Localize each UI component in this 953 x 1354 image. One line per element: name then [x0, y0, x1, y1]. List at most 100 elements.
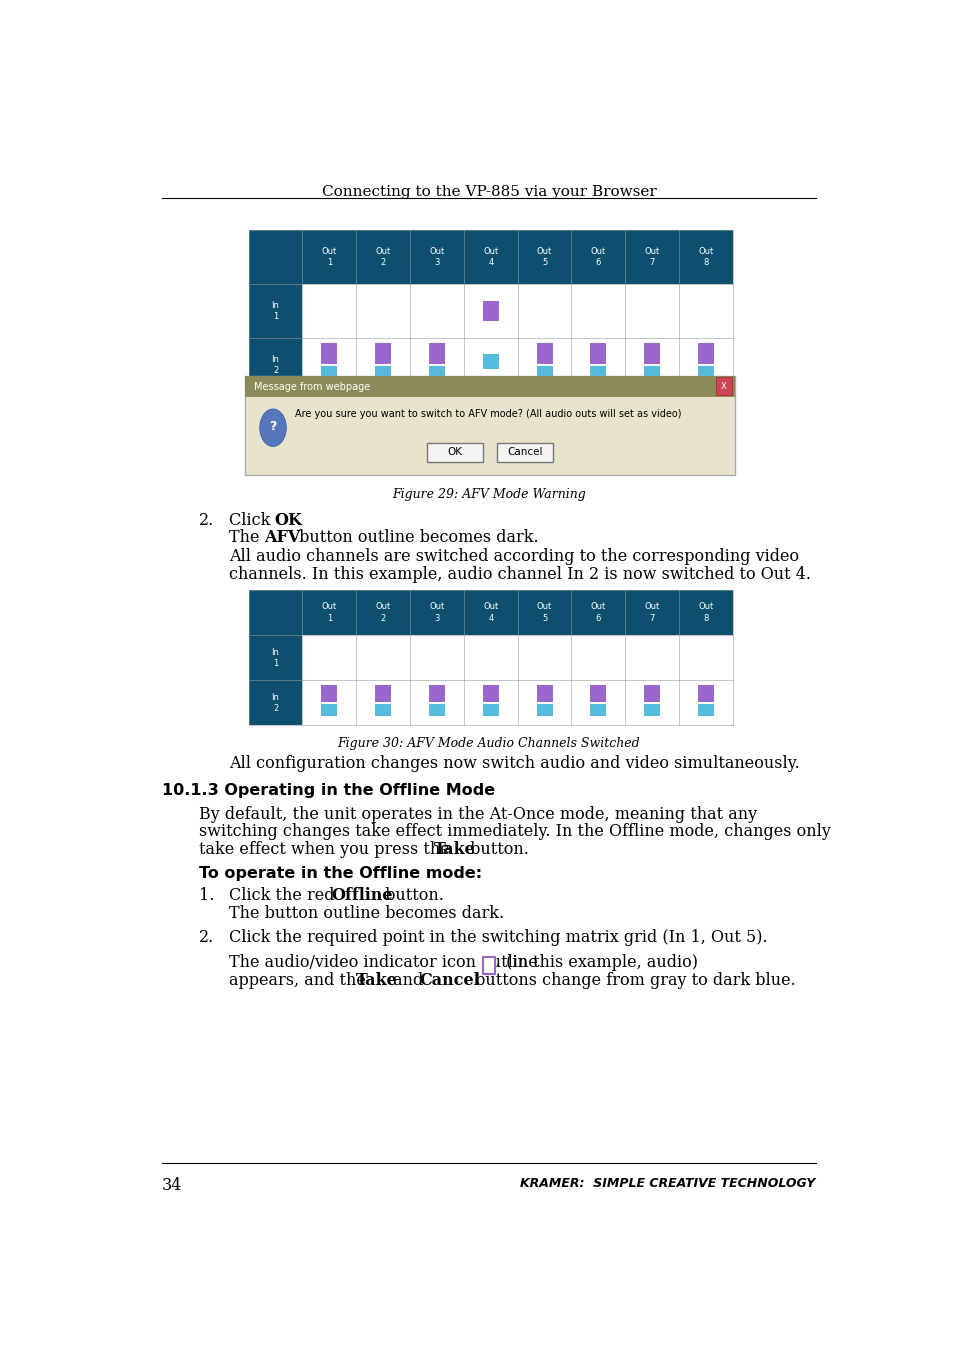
Text: Out
4: Out 4	[482, 248, 497, 267]
Bar	[427, 443, 482, 462]
Text: button.: button.	[464, 841, 528, 858]
Text: .: .	[296, 512, 301, 529]
Text: Figure 29: AFV Mode Warning: Figure 29: AFV Mode Warning	[392, 487, 585, 501]
Bar	[302, 284, 732, 391]
Text: By default, the unit operates in the At-Once mode, meaning that any: By default, the unit operates in the At-…	[199, 806, 757, 823]
Bar	[698, 366, 714, 380]
Text: The audio/video indicator icon outline: The audio/video indicator icon outline	[229, 953, 537, 971]
Text: Click: Click	[229, 512, 274, 529]
Text: In
1: In 1	[272, 647, 279, 668]
Bar	[321, 344, 337, 364]
Bar	[536, 366, 552, 380]
Bar	[249, 635, 302, 726]
Bar	[536, 685, 552, 701]
Text: Take: Take	[355, 972, 397, 988]
Text: OK: OK	[447, 447, 462, 458]
Text: In
1: In 1	[272, 301, 279, 321]
Text: buttons change from gray to dark blue.: buttons change from gray to dark blue.	[469, 972, 795, 988]
Text: Connecting to the VP-885 via your Browser: Connecting to the VP-885 via your Browse…	[321, 185, 656, 199]
Text: AFV: AFV	[264, 529, 300, 547]
Text: Figure 30: AFV Mode Audio Channels Switched: Figure 30: AFV Mode Audio Channels Switc…	[337, 737, 639, 750]
Text: (in this example, audio): (in this example, audio)	[500, 953, 697, 971]
Text: Click the red: Click the red	[229, 887, 339, 904]
Bar	[245, 376, 735, 397]
Text: take effect when you press the: take effect when you press the	[199, 841, 455, 858]
Text: button.: button.	[379, 887, 443, 904]
Text: 10.1.3 Operating in the Offline Mode: 10.1.3 Operating in the Offline Mode	[162, 783, 495, 798]
Bar	[375, 344, 391, 364]
Text: Out
8: Out 8	[698, 248, 713, 267]
Text: Cancel: Cancel	[507, 447, 542, 458]
Circle shape	[259, 409, 286, 447]
Text: 2.: 2.	[199, 512, 214, 529]
Bar	[482, 301, 498, 321]
Text: Out
1: Out 1	[321, 248, 336, 267]
Bar	[643, 685, 659, 701]
Bar	[375, 685, 391, 701]
Text: OK: OK	[274, 512, 302, 529]
Bar	[249, 230, 732, 284]
Text: 2.: 2.	[199, 929, 214, 946]
Text: Cancel: Cancel	[419, 972, 479, 988]
Text: KRAMER:  SIMPLE CREATIVE TECHNOLOGY: KRAMER: SIMPLE CREATIVE TECHNOLOGY	[520, 1177, 815, 1190]
Bar	[643, 366, 659, 380]
Bar	[482, 355, 498, 370]
Text: 34: 34	[162, 1177, 182, 1194]
Text: Out
5: Out 5	[537, 248, 552, 267]
Bar	[429, 685, 444, 701]
Bar	[643, 344, 659, 364]
Bar	[249, 284, 302, 391]
Bar	[698, 344, 714, 364]
Bar	[321, 366, 337, 380]
Text: Out
4: Out 4	[482, 603, 497, 623]
Bar	[375, 366, 391, 380]
Text: All audio channels are switched according to the corresponding video: All audio channels are switched accordin…	[229, 548, 798, 565]
Bar	[302, 635, 732, 726]
Text: The: The	[229, 529, 264, 547]
Text: To operate in the Offline mode:: To operate in the Offline mode:	[199, 867, 481, 881]
Text: Out
2: Out 2	[375, 248, 391, 267]
Text: In
2: In 2	[272, 693, 279, 714]
Text: and: and	[388, 972, 428, 988]
Text: All configuration changes now switch audio and video simultaneously.: All configuration changes now switch aud…	[229, 754, 799, 772]
Text: X: X	[720, 382, 726, 390]
Text: channels. In this example, audio channel In 2 is now switched to Out 4.: channels. In this example, audio channel…	[229, 566, 810, 584]
Bar	[245, 376, 735, 475]
Bar	[321, 685, 337, 701]
Text: Out
6: Out 6	[590, 248, 605, 267]
Bar	[429, 366, 444, 380]
Text: In
2: In 2	[272, 355, 279, 375]
Text: button outline becomes dark.: button outline becomes dark.	[294, 529, 537, 547]
Text: Out
3: Out 3	[429, 603, 444, 623]
Text: switching changes take effect immediately. In the Offline mode, changes only: switching changes take effect immediatel…	[199, 823, 830, 841]
Bar	[249, 590, 732, 635]
Bar	[590, 366, 606, 380]
Text: Out
2: Out 2	[375, 603, 391, 623]
Bar	[715, 378, 731, 395]
Text: Out
1: Out 1	[321, 603, 336, 623]
Text: appears, and the: appears, and the	[229, 972, 371, 988]
Bar	[429, 344, 444, 364]
Text: The button outline becomes dark.: The button outline becomes dark.	[229, 904, 503, 922]
Text: 1.: 1.	[199, 887, 214, 904]
Text: Out
7: Out 7	[644, 603, 659, 623]
Text: Click the required point in the switching matrix grid (In 1, Out 5).: Click the required point in the switchin…	[229, 929, 766, 946]
Text: ?: ?	[269, 420, 276, 433]
Text: Out
8: Out 8	[698, 603, 713, 623]
Text: Are you sure you want to switch to AFV mode? (All audio outs will set as video): Are you sure you want to switch to AFV m…	[294, 409, 681, 418]
Bar	[321, 704, 337, 716]
Text: Offline: Offline	[331, 887, 393, 904]
Bar	[698, 685, 714, 701]
Bar	[590, 685, 606, 701]
Text: Out
6: Out 6	[590, 603, 605, 623]
Bar	[698, 704, 714, 716]
Text: Out
7: Out 7	[644, 248, 659, 267]
Bar	[482, 685, 498, 701]
Bar	[482, 957, 495, 974]
Text: Out
5: Out 5	[537, 603, 552, 623]
Bar	[497, 443, 553, 462]
Text: Out
3: Out 3	[429, 248, 444, 267]
Bar	[590, 704, 606, 716]
Bar	[482, 704, 498, 716]
Bar	[643, 704, 659, 716]
